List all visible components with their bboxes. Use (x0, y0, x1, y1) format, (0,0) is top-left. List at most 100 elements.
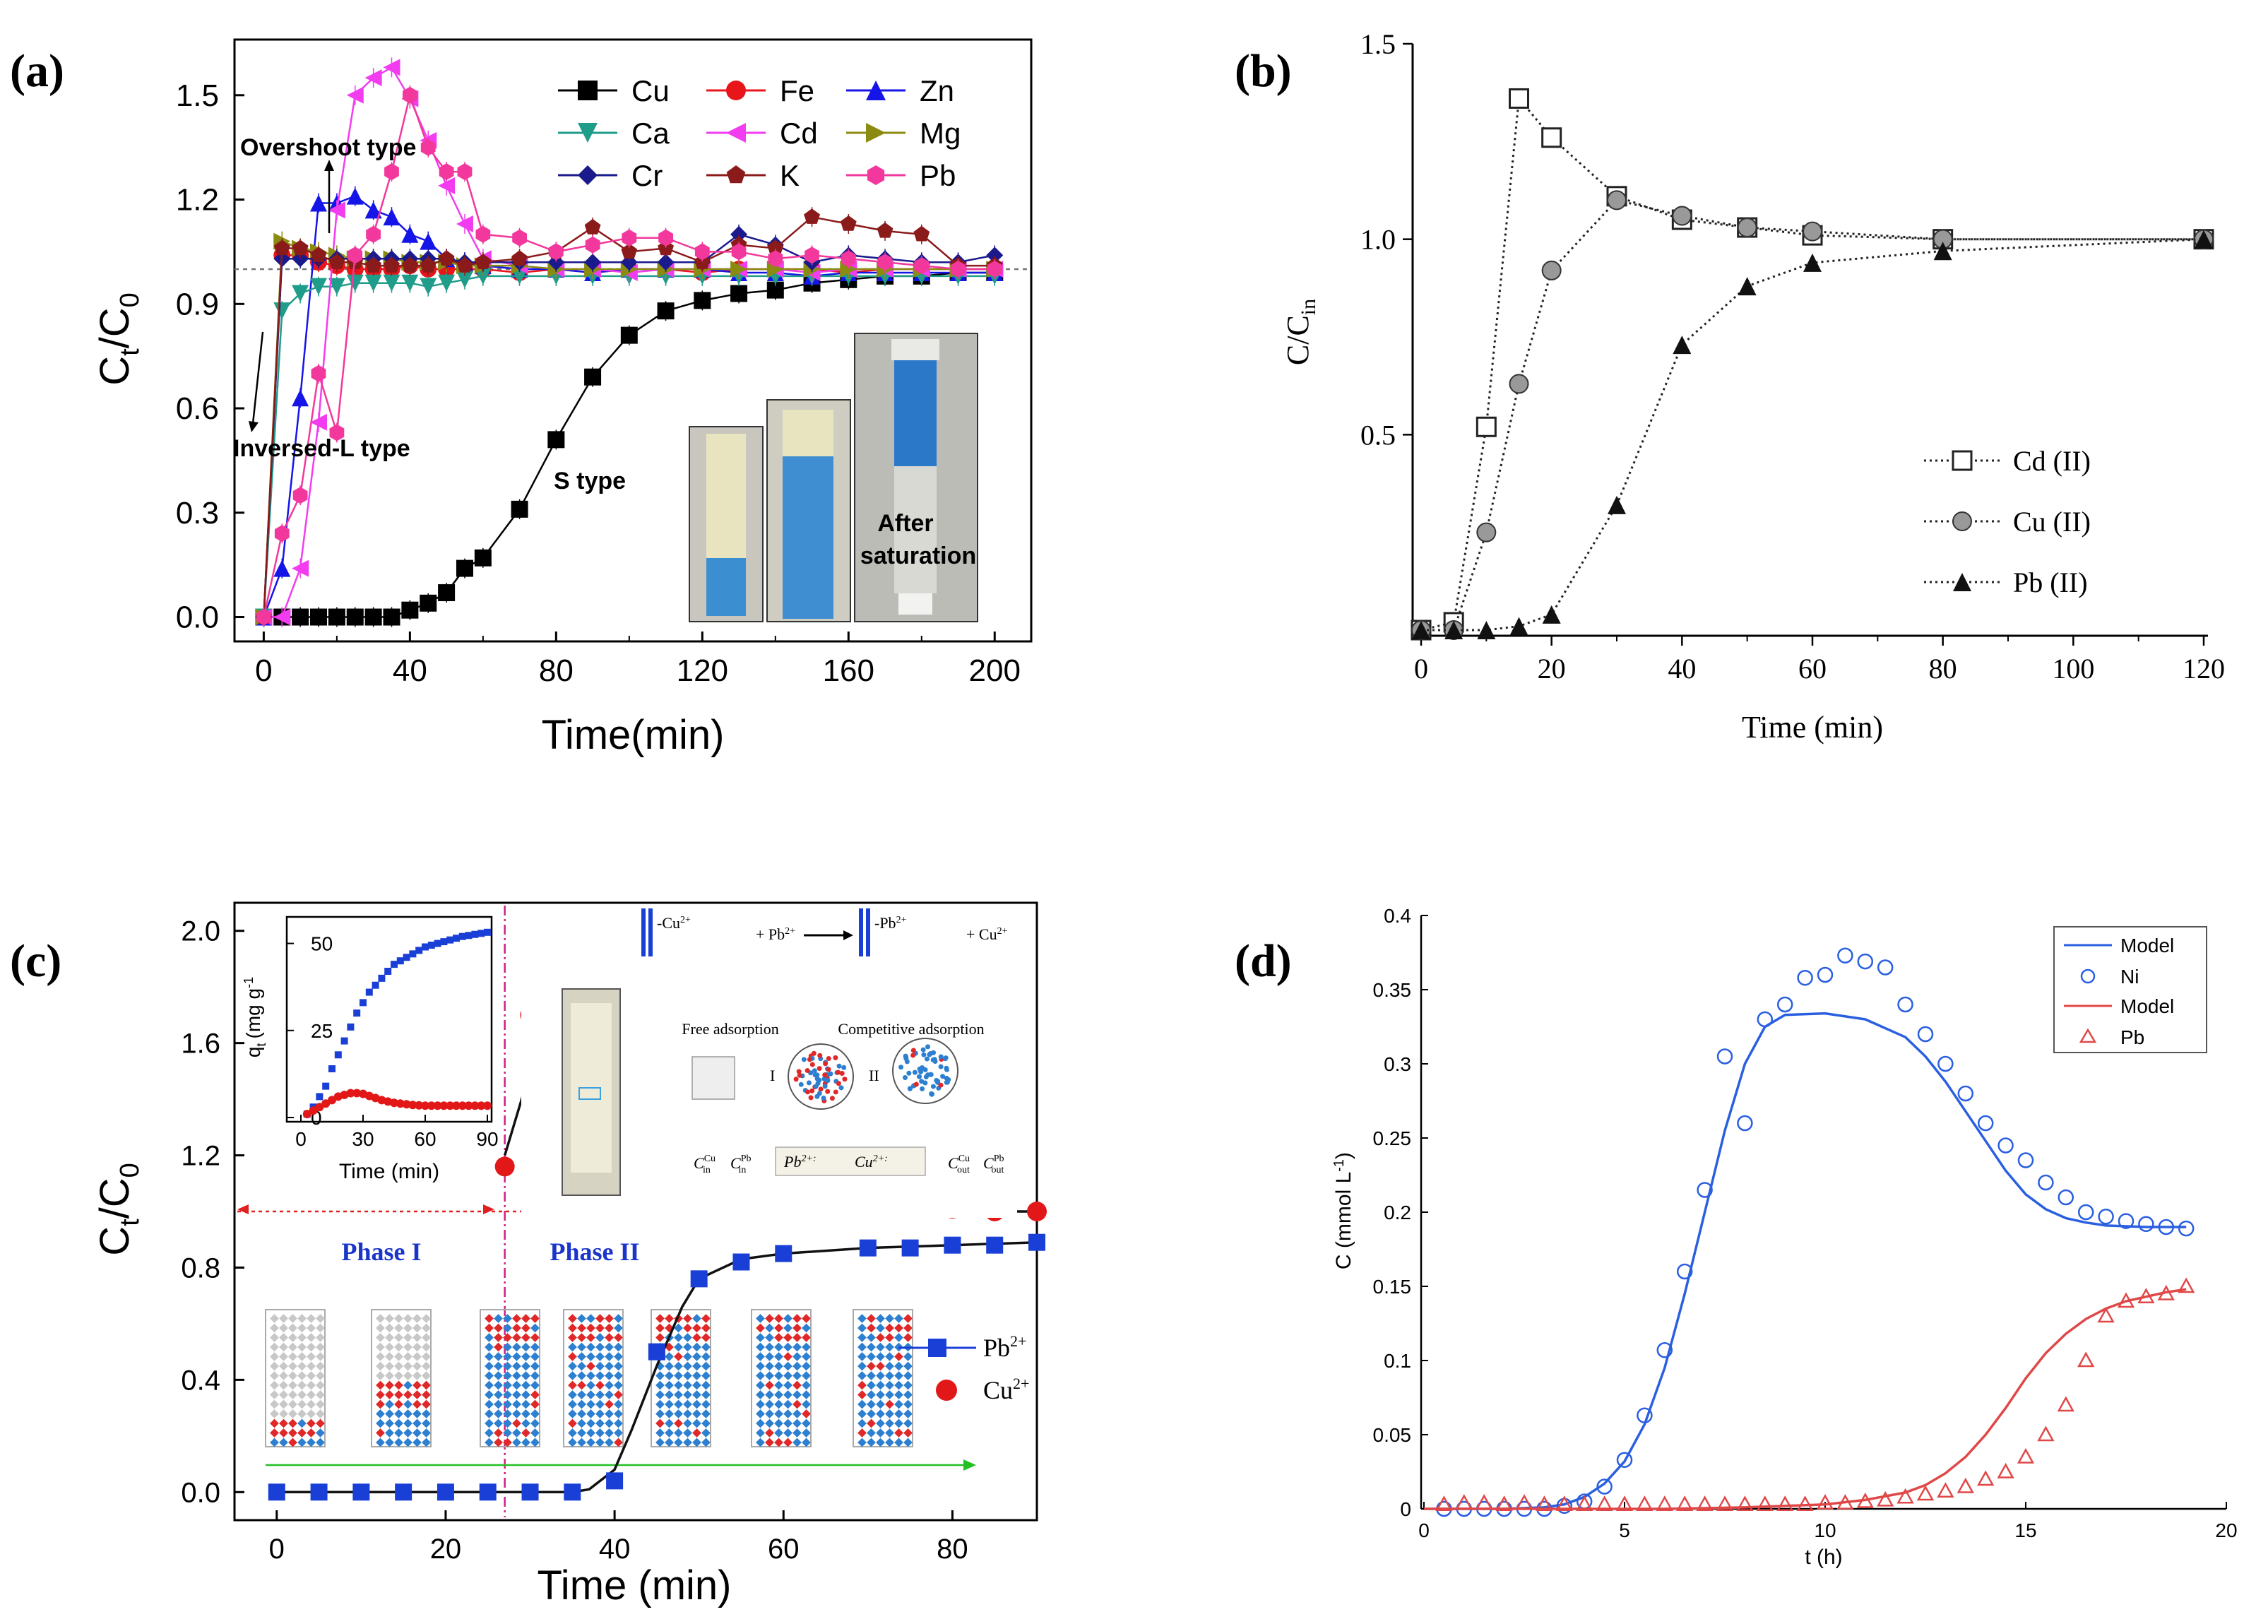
data-point-b (1476, 416, 1497, 437)
inset-point (439, 1101, 449, 1110)
scheme-ion (920, 1086, 925, 1091)
series-b-2 (1412, 230, 2213, 639)
ion-particle (756, 1314, 765, 1323)
data-point-b (1737, 218, 1757, 238)
scheme-ion (938, 1054, 944, 1060)
ion-particle (756, 1390, 765, 1399)
inset-frame (285, 915, 493, 1123)
ion-particle (802, 1438, 811, 1447)
y-tick-label-a: 0.9 (176, 287, 219, 321)
annotation-s-type: S type (554, 468, 626, 494)
data-point-pb (1997, 1462, 2014, 1478)
data-point-pb (768, 250, 783, 268)
ion-particle (876, 1323, 885, 1333)
scheme-ion (801, 1057, 807, 1062)
ion-particle (876, 1418, 885, 1428)
scheme-ion (808, 1095, 814, 1101)
y-tick-label-c: 0.0 (181, 1477, 220, 1508)
data-point-k (438, 250, 455, 266)
ion-particle (867, 1428, 876, 1438)
ion-particle (876, 1380, 885, 1390)
scheme-ion (913, 1081, 919, 1087)
data-point-k (804, 208, 820, 224)
inset-point (453, 935, 460, 942)
legend-marker-pb (867, 165, 885, 185)
arrowhead-overshoot (324, 160, 334, 171)
legend-label-mg: Mg (920, 117, 961, 150)
inset-point (321, 1099, 331, 1108)
legend-label-cu: Cu2+ (983, 1375, 1029, 1404)
inset-series (302, 928, 492, 1119)
phase-1-label: Phase I (341, 1238, 421, 1266)
data-point-pb (1977, 1470, 1995, 1486)
data-point-ni (1997, 1137, 2014, 1154)
data-point-pb (2077, 1351, 2095, 1368)
ion-particle (756, 1418, 765, 1428)
c-out-pb-label: CPb out (983, 1154, 1004, 1175)
series-line-b (1420, 95, 2204, 632)
y-tick-label-d: 0.3 (1384, 1053, 1411, 1075)
scheme-ion (812, 1072, 818, 1078)
x-tick-label-a: 40 (393, 653, 427, 688)
y-axis-label-a: Ct/C0 (92, 292, 145, 386)
scheme-ion (833, 1055, 838, 1060)
legend-marker-ca (578, 123, 598, 143)
ion-particle (876, 1438, 885, 1447)
scheme-ion (798, 1081, 804, 1087)
data-point-cu (547, 431, 565, 449)
inset-point (315, 1103, 324, 1112)
data-point-b (1412, 621, 1430, 639)
legend-label-ni-model: Model (2120, 935, 2174, 956)
ion-particle (802, 1361, 811, 1371)
scheme-ion (833, 1089, 838, 1095)
panel-c-legend: Pb2+ Cu2+ (898, 1332, 1029, 1404)
series-c-pb (268, 1233, 1045, 1501)
data-point-ni (1797, 969, 1813, 986)
ion-particle (903, 1399, 913, 1409)
y-tick-label-c: 1.6 (181, 1029, 220, 1060)
data-point-pb (987, 261, 1002, 278)
ion-particle (857, 1333, 867, 1342)
c-in-pb-label: CPb in (730, 1154, 751, 1175)
data-point-pb (1696, 1495, 1714, 1511)
column-schematic (853, 1309, 913, 1447)
data-point-ni (1877, 959, 1894, 976)
inset-y-label: qt(mg g-1 (242, 977, 268, 1057)
ion-particle (894, 1352, 903, 1361)
scheme-step-1: I (770, 1067, 775, 1084)
data-point-c (1028, 1233, 1045, 1251)
inset-point (477, 1101, 486, 1110)
ion-particle (792, 1409, 802, 1418)
ion-particle (792, 1371, 802, 1380)
ion-particle (783, 1399, 792, 1409)
data-point-cd (456, 215, 473, 233)
ion-particle (765, 1314, 774, 1323)
data-point-cu (584, 368, 602, 386)
data-point-pb (311, 364, 326, 382)
inset-point (465, 932, 473, 940)
data-point-pb (512, 229, 527, 247)
ion-particle (783, 1342, 792, 1352)
data-point-cu (438, 584, 456, 602)
data-point-b (1477, 621, 1496, 639)
ion-particle (756, 1352, 765, 1361)
data-point-ca (401, 274, 419, 292)
ion-particle (802, 1390, 811, 1399)
x-tick-label-c: 20 (430, 1534, 462, 1565)
scheme-ion (826, 1056, 831, 1062)
x-tick-label-c: 60 (768, 1534, 800, 1565)
surface-bar-left (641, 908, 646, 956)
data-point-c (1027, 1202, 1047, 1221)
ion-particle (857, 1390, 867, 1399)
data-point-pb (731, 243, 747, 261)
data-point-cu (694, 292, 711, 309)
data-point-ca (328, 278, 345, 295)
y-tick-label-c: 0.8 (181, 1252, 220, 1284)
inset-point (352, 1089, 362, 1098)
data-point-ni (1977, 1115, 1994, 1132)
data-point-cu (620, 326, 638, 344)
data-point-pb (805, 247, 819, 264)
data-point-k (292, 239, 309, 256)
data-point-ni (1937, 1055, 1954, 1072)
inset-y-tick-label: 50 (311, 933, 333, 955)
